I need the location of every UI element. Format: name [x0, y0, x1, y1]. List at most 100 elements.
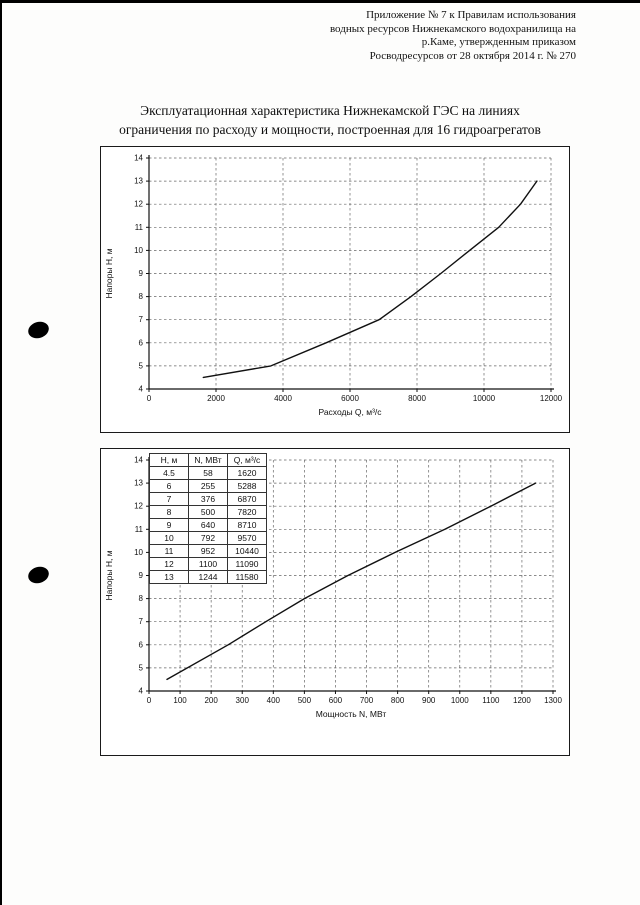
- svg-text:1300: 1300: [544, 696, 562, 705]
- table-cell: 1244: [188, 570, 228, 584]
- axes: [148, 155, 554, 390]
- svg-text:8: 8: [139, 292, 144, 301]
- tick-marks: [146, 157, 552, 392]
- table-cell: 1100: [188, 557, 228, 571]
- svg-text:6: 6: [139, 640, 144, 649]
- header-line-3: р.Каме, утвержденным приказом: [421, 36, 576, 48]
- table-header-cell: Н, м: [149, 453, 189, 467]
- table-cell: 376: [188, 492, 228, 506]
- svg-text:1200: 1200: [513, 696, 531, 705]
- table-cell: 792: [188, 531, 228, 545]
- x-axis-title: Расходы Q, м³/с: [318, 407, 382, 417]
- table-cell: 255: [188, 479, 228, 493]
- table-cell: 8710: [227, 518, 267, 532]
- table-row: 11 952 10440: [149, 544, 267, 558]
- header-line-4: Росводресурсов от 28 октября 2014 г. № 2…: [369, 49, 576, 62]
- x-axis-labels: 0 100 200 300 400 500 600 700 800 900 1000 1100 1200…: [147, 696, 563, 705]
- svg-text:8000: 8000: [408, 394, 426, 403]
- table-cell: 7: [149, 492, 189, 506]
- table-cell: 8: [149, 505, 189, 519]
- svg-text:1000: 1000: [451, 696, 469, 705]
- scan-edge-top: [0, 0, 640, 3]
- title-line-2: ограничения по расходу и мощности, постр…: [119, 122, 541, 137]
- table-header-cell: N, МВт: [188, 453, 228, 467]
- svg-text:0: 0: [147, 696, 152, 705]
- svg-text:11: 11: [135, 525, 144, 534]
- svg-text:700: 700: [360, 696, 374, 705]
- header-line-2: водных ресурсов Нижнекамского водохранил…: [329, 22, 576, 35]
- svg-text:13: 13: [134, 479, 143, 488]
- grid: [149, 157, 552, 389]
- x-axis-title: Мощность N, МВт: [316, 709, 387, 719]
- svg-text:7: 7: [139, 617, 144, 626]
- table-row: 13 1244 11580: [149, 570, 267, 584]
- svg-text:14: 14: [134, 154, 143, 163]
- svg-text:800: 800: [391, 696, 405, 705]
- svg-text:4000: 4000: [274, 394, 292, 403]
- table-cell: 640: [188, 518, 228, 532]
- punch-hole-bottom: [26, 564, 51, 586]
- table-row: 12 1100 11090: [149, 557, 267, 571]
- table-cell: 5288: [227, 479, 267, 493]
- title-line-1: Эксплуатационная характеристика Нижнекам…: [140, 103, 520, 118]
- svg-text:100: 100: [173, 696, 187, 705]
- tick-marks: [146, 459, 554, 694]
- table-cell: 11090: [227, 557, 267, 571]
- table-cell: 6870: [227, 492, 267, 506]
- svg-text:14: 14: [134, 456, 143, 465]
- document-reference-header: Приложение № 7 к Правилам использования …: [330, 9, 576, 63]
- table-cell: 10440: [227, 544, 267, 558]
- svg-text:12: 12: [134, 200, 143, 209]
- table-cell: 11: [149, 544, 189, 558]
- table-cell: 6: [149, 479, 189, 493]
- table-row: 8 500 7820: [149, 505, 267, 519]
- svg-text:1100: 1100: [482, 696, 500, 705]
- data-curve: [166, 482, 537, 681]
- y-axis-title: Напоры Н, м: [104, 248, 114, 298]
- table-cell: 952: [188, 544, 228, 558]
- table-row: 6 255 5288: [149, 479, 267, 493]
- y-axis-title: Напоры Н, м: [104, 550, 114, 600]
- table-cell: 500: [188, 505, 228, 519]
- svg-text:13: 13: [134, 177, 143, 186]
- svg-text:300: 300: [236, 696, 250, 705]
- table-row: 10 792 9570: [149, 531, 267, 545]
- table-header-row: Н, м N, МВт Q, м³/с: [149, 453, 267, 467]
- x-axis-labels: 0 2000 4000 6000 8000 10000 12000: [147, 394, 563, 403]
- punch-hole-top: [26, 319, 51, 341]
- svg-text:0: 0: [147, 394, 152, 403]
- table-row: 7 376 6870: [149, 492, 267, 506]
- table-cell: 9: [149, 518, 189, 532]
- table-header-cell: Q, м³/с: [227, 453, 267, 467]
- scan-edge-left: [0, 0, 2, 905]
- table-cell: 12: [149, 557, 189, 571]
- svg-text:10: 10: [134, 246, 143, 255]
- table-cell: 11580: [227, 570, 267, 584]
- discharge-head-chart: 0 2000 4000 6000 8000 10000 12000 4 5 6 7 8 9 10 11 12 1…: [100, 146, 570, 433]
- svg-text:6: 6: [139, 338, 144, 347]
- table-cell: 4.5: [149, 466, 189, 480]
- table-cell: 7820: [227, 505, 267, 519]
- svg-text:10000: 10000: [473, 394, 496, 403]
- header-line-1: Приложение № 7 к Правилам использования: [366, 9, 576, 21]
- svg-text:8: 8: [139, 594, 144, 603]
- power-head-chart: 0 100 200 300 400 500 600 700 800 900 1000 1100 1200…: [100, 448, 570, 756]
- svg-text:900: 900: [422, 696, 436, 705]
- y-axis-labels: 4 5 6 7 8 9 10 11 12 13 14: [134, 154, 143, 394]
- table-row: 9 640 8710: [149, 518, 267, 532]
- table-cell: 9570: [227, 531, 267, 545]
- svg-text:600: 600: [329, 696, 343, 705]
- data-curve: [202, 180, 538, 379]
- svg-text:7: 7: [139, 315, 144, 324]
- y-axis-labels: 4 5 6 7 8 9 10 11 12 13 14: [134, 456, 143, 696]
- svg-text:9: 9: [139, 571, 144, 580]
- head-power-discharge-table: Н, м N, МВт Q, м³/с 4.5 58 1620 6 255 5288 7 376 68…: [149, 453, 267, 584]
- svg-text:4: 4: [139, 687, 144, 696]
- svg-text:5: 5: [139, 361, 144, 370]
- table-cell: 13: [149, 570, 189, 584]
- table-cell: 58: [188, 466, 228, 480]
- svg-text:11: 11: [135, 223, 144, 232]
- svg-text:500: 500: [298, 696, 312, 705]
- table-cell: 1620: [227, 466, 267, 480]
